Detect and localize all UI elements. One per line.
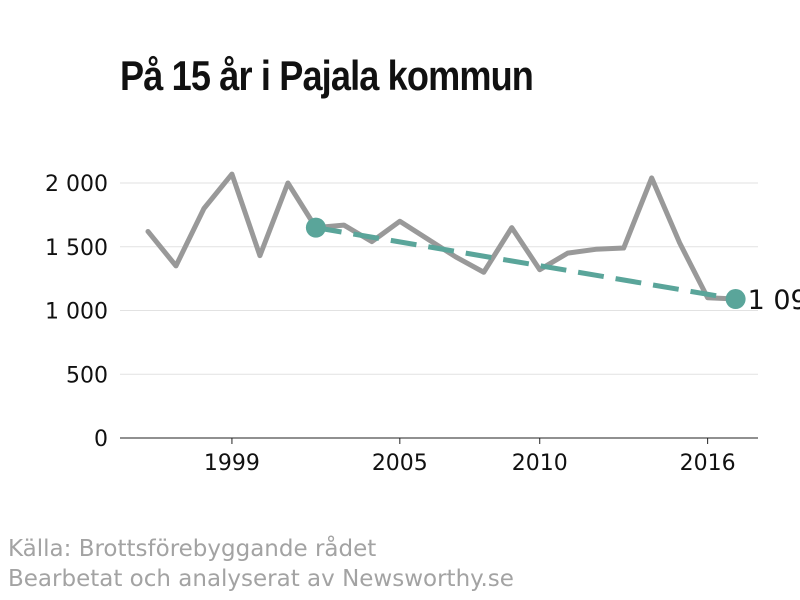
x-tick-label: 1999 bbox=[204, 451, 260, 476]
chart-title: På 15 år i Pajala kommun bbox=[120, 52, 534, 99]
trend-end-marker bbox=[725, 289, 746, 310]
trend-start-marker bbox=[305, 217, 326, 238]
x-axis-ticks: 1999 2005 2010 2016 bbox=[204, 438, 736, 476]
x-tick-label: 2005 bbox=[372, 451, 428, 476]
y-tick-label: 2 000 bbox=[45, 172, 108, 197]
y-tick-label: 500 bbox=[66, 363, 108, 388]
series-group bbox=[145, 171, 739, 302]
grid-lines bbox=[120, 182, 758, 375]
end-value-label: 1 090 bbox=[748, 285, 800, 316]
processing-credit: Bearbetat och analyserat av Newsworthy.s… bbox=[8, 566, 514, 592]
x-tick-label: 2016 bbox=[680, 451, 736, 476]
y-axis-ticks: 0 500 1 000 1 500 2 000 bbox=[45, 172, 108, 452]
series-line bbox=[145, 171, 739, 302]
y-tick-label: 0 bbox=[94, 427, 108, 452]
trend-group: 1 090 bbox=[305, 217, 800, 316]
x-tick-label: 2010 bbox=[512, 451, 568, 476]
source-credit: Källa: Brottsförebyggande rådet bbox=[8, 536, 377, 562]
y-tick-label: 1 500 bbox=[45, 236, 108, 261]
trend-line bbox=[315, 225, 737, 302]
y-tick-label: 1 000 bbox=[45, 300, 108, 325]
